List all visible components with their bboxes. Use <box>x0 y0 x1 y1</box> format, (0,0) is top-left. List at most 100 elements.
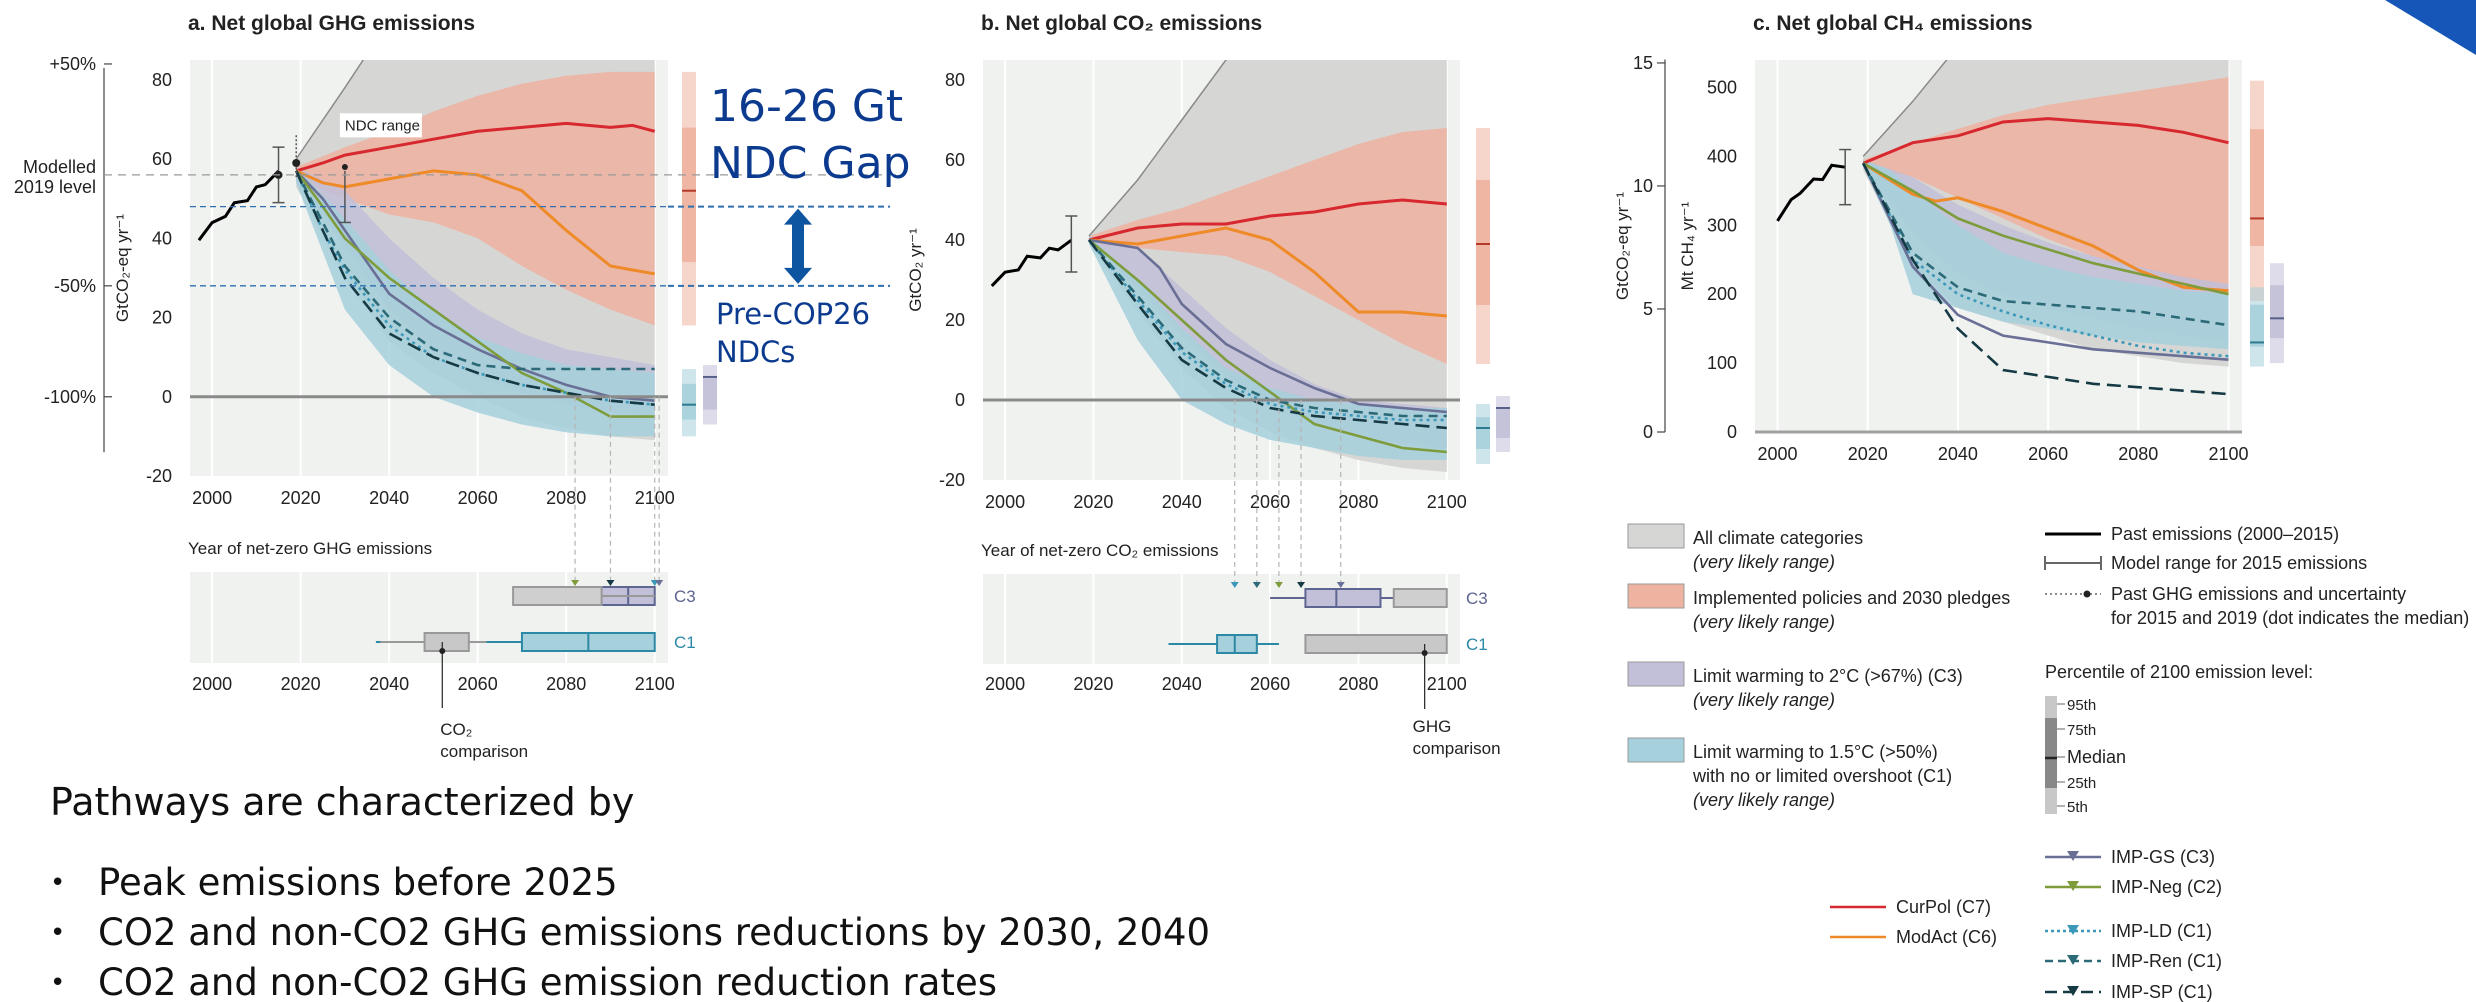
gap-annotation: NDC Gap <box>710 138 911 189</box>
y-tick-label: -20 <box>146 466 172 486</box>
x-tick-label: 2100 <box>1427 492 1467 512</box>
x-tick-label: 2000 <box>985 492 1025 512</box>
legend-category-label: (very likely range) <box>1693 690 1835 710</box>
netzero-box <box>1304 588 1382 608</box>
secondary-axis-label: 10 <box>1633 176 1653 196</box>
ndc-annotation: NDCs <box>716 335 795 369</box>
y-tick-label: 200 <box>1707 284 1737 304</box>
percentile-label: 95th <box>2067 697 2096 714</box>
secondary-axis-label: -100% <box>44 387 96 407</box>
past-emissions-line <box>1776 163 1846 222</box>
x-tick-label: 2080 <box>2118 444 2158 464</box>
bullet-list: Peak emissions before 2025 CO2 and non-C… <box>50 858 1350 1002</box>
imp_ld-line <box>1862 162 2229 358</box>
imp_ren-line <box>295 170 655 371</box>
comparison-box <box>1304 634 1448 654</box>
legend: All climate categories (very likely range… <box>1627 523 2469 1002</box>
policies_range-percentile-iqr <box>1476 179 1490 305</box>
x-tick-label: 2060 <box>1250 492 1290 512</box>
modact-line <box>295 169 655 276</box>
c1_range-percentile-iqr <box>2250 304 2264 347</box>
netzero-row-label: C3 <box>674 587 696 606</box>
secondary-axis-label: -50% <box>54 276 96 296</box>
y-tick-label: 400 <box>1707 146 1737 166</box>
percentile-title: Percentile of 2100 emission level: <box>2045 662 2313 682</box>
netzero-box <box>1216 634 1258 654</box>
imp_neg-line <box>295 170 655 418</box>
gap-arrow-shaft <box>792 222 804 270</box>
past-median-dot <box>292 159 301 168</box>
modact-line <box>1088 226 1447 318</box>
y-tick-label: 80 <box>152 70 172 90</box>
netzero-row-label: C1 <box>674 633 696 652</box>
c1_range-band <box>1863 159 2229 350</box>
netzero-x-tick-label: 2020 <box>1073 674 1113 694</box>
x-tick-label: 2060 <box>2028 444 2068 464</box>
x-tick-label: 2000 <box>192 488 232 508</box>
secondary-axis-label: +50% <box>49 54 96 74</box>
bullet-item: CO2 and non-CO2 GHG emission reduction r… <box>50 958 1350 1002</box>
legend-category-label: (very likely range) <box>1693 612 1835 632</box>
y-tick-label: 100 <box>1707 353 1737 373</box>
c3_range-band <box>296 167 655 417</box>
netzero-x-tick-label: 2060 <box>1250 674 1290 694</box>
legend-category-label: with no or limited overshoot (C1) <box>1692 766 1952 786</box>
bullet-item: Peak emissions before 2025 <box>50 858 1350 908</box>
imp_gs-line <box>1088 238 1447 414</box>
y-tick-label: 40 <box>152 228 172 248</box>
comparison-label: comparison <box>440 742 528 761</box>
gap-arrow-head-up <box>784 208 812 225</box>
legend-pathway-label: IMP-SP (C1) <box>2111 982 2213 1002</box>
legend-line-label: Past emissions (2000–2015) <box>2111 524 2339 544</box>
legend-line-label: Model range for 2015 emissions <box>2111 553 2367 573</box>
netzero-marker <box>1274 582 1283 588</box>
plot-area <box>1776 60 2229 396</box>
imp_ren-line <box>1862 162 2229 327</box>
percentile-label: 75th <box>2067 722 2096 739</box>
chart-title: c. Net global CH₄ emissions <box>1753 12 2033 35</box>
chart-title: a. Net global GHG emissions <box>188 12 475 35</box>
c3_range-legend-swatch <box>1627 661 1685 687</box>
netzero-x-tick-label: 2000 <box>985 674 1025 694</box>
netzero-marker <box>1252 582 1261 588</box>
y-tick-label: 20 <box>152 308 172 328</box>
legend-category-label: All climate categories <box>1693 528 1863 548</box>
gap-annotation: 16-26 Gt <box>710 81 903 132</box>
secondary-axis-label: 5 <box>1643 299 1653 319</box>
comparison-label: CO₂ <box>440 720 472 739</box>
bullet-section: Pathways are characterized by Peak emiss… <box>50 780 1350 1002</box>
netzero-marker <box>1297 582 1305 588</box>
c3_range-percentile-iqr <box>1496 408 1510 438</box>
x-tick-label: 2080 <box>1338 492 1378 512</box>
y-tick-label: 60 <box>152 149 172 169</box>
plot-area <box>990 60 1447 472</box>
all-range-upper-edge <box>295 60 365 160</box>
ndc-dot <box>341 163 348 170</box>
netzero-marker <box>655 580 664 586</box>
legend-pathway-label: IMP-Neg (C2) <box>2111 877 2222 897</box>
chart-ch4: c. Net global CH₄ emissions0100200300400… <box>1613 12 2284 464</box>
y-tick-label: 80 <box>945 70 965 90</box>
secondary-axis-title: GtCO₂-eq yr⁻¹ <box>1613 192 1632 300</box>
netzero-x-tick-label: 2100 <box>1427 674 1467 694</box>
netzero-x-tick-label: 2100 <box>635 674 675 694</box>
imp_gs-line <box>295 170 655 402</box>
bullet-item: CO2 and non-CO2 GHG emissions reductions… <box>50 908 1350 958</box>
all_range-legend-swatch <box>1627 523 1685 549</box>
all-range-upper-edge <box>1862 60 1948 157</box>
legend-category-label: Limit warming to 2°C (>67%) (C3) <box>1693 666 1963 686</box>
c1_range-percentile-iqr <box>1476 417 1490 449</box>
netzero-title: Year of net-zero GHG emissions <box>188 539 432 558</box>
ndc-range-label: NDC range <box>345 117 420 134</box>
comparison-box <box>1392 588 1448 608</box>
x-tick-label: 2020 <box>1073 492 1113 512</box>
x-tick-label: 2060 <box>458 488 498 508</box>
netzero-row-label: C1 <box>1466 635 1488 654</box>
gap-arrow-head-down <box>784 267 812 284</box>
imp_neg-line <box>1862 162 2229 296</box>
comparison-dot <box>439 648 446 654</box>
comparison-box <box>423 632 470 652</box>
curpol-line <box>1862 117 2229 165</box>
y-tick-label: 20 <box>945 310 965 330</box>
x-tick-label: 2040 <box>369 488 409 508</box>
